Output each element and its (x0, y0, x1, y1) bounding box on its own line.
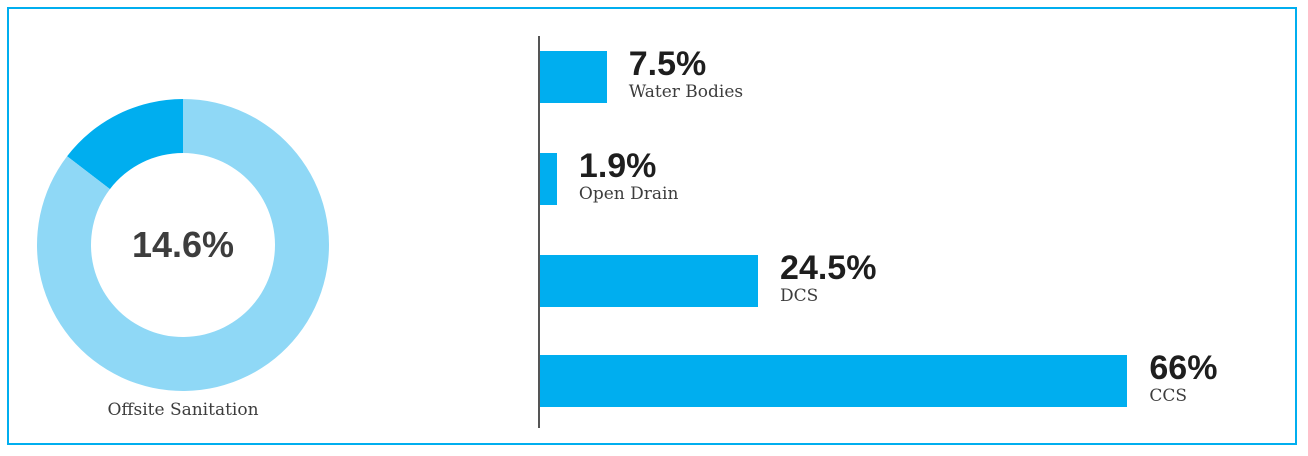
donut-caption: Offsite Sanitation (107, 400, 259, 420)
bar-value-label: 1.9% (578, 147, 657, 185)
bar-value-label: 66% (1149, 349, 1218, 387)
bar-category-label: CCS (1149, 386, 1188, 406)
bar-label-water-bodies: 7.5% Water Bodies (629, 46, 743, 102)
bar-open-drain (540, 153, 557, 205)
bar-value-label: 24.5% (780, 249, 877, 287)
donut-slice-offsite-sanitation (67, 99, 183, 190)
bar-ccs (540, 355, 1128, 407)
donut-chart: 14.6% (36, 98, 330, 392)
donut-center-value: 14.6% (131, 224, 235, 265)
donut-svg (37, 99, 329, 392)
bar-value-label: 7.5% (628, 45, 707, 83)
bar-category-label: Water Bodies (628, 82, 744, 102)
bar-axis-line (538, 36, 540, 428)
donut-slice-remainder (37, 99, 329, 392)
bar-label-open-drain: 1.9% Open Drain (579, 148, 679, 204)
bar-label-ccs: 66% CCS (1149, 350, 1217, 406)
bar-label-dcs: 24.5% DCS (780, 250, 876, 306)
bar-water-bodies (540, 51, 607, 103)
bar-category-label: DCS (780, 286, 819, 306)
chart-frame (7, 7, 1297, 445)
bar-category-label: Open Drain (578, 184, 679, 204)
bar-dcs (540, 255, 759, 307)
